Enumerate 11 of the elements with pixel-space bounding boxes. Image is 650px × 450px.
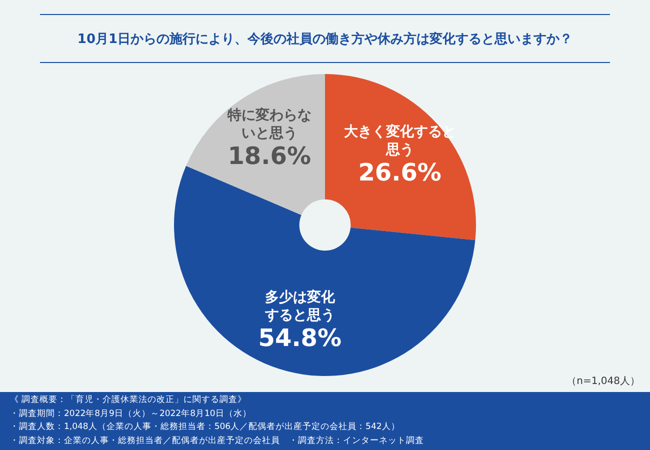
text: （n=1,048人）: [566, 375, 640, 388]
slice-label: 特に変わらないと思う: [226, 106, 312, 142]
text: ・調査期間：2022年8月9日（火）～2022年8月10日（水）: [10, 408, 252, 420]
data-label: 26.6%: [358, 158, 442, 187]
data-label: 18.6%: [228, 142, 311, 170]
chart-title: 10月1日からの施行により、今後の社員の働き方や休み方は変化すると思いますか？: [77, 30, 573, 48]
text: ・調査人数：1,048人（企業の人事・総務担当者：506人／配偶者が出産予定の会社員：542人）: [10, 421, 401, 434]
text: 《 調査概要：「育児・介護休業法の改正」に関する調査》: [10, 394, 248, 407]
data-label: 54.8%: [258, 324, 342, 352]
slice-label: 多少は変化すると思う: [264, 288, 336, 324]
text: ・調査対象：企業の人事・総務担当者／配偶者が出産予定の会社員 ・調査方法：インターネット調査: [10, 434, 425, 448]
